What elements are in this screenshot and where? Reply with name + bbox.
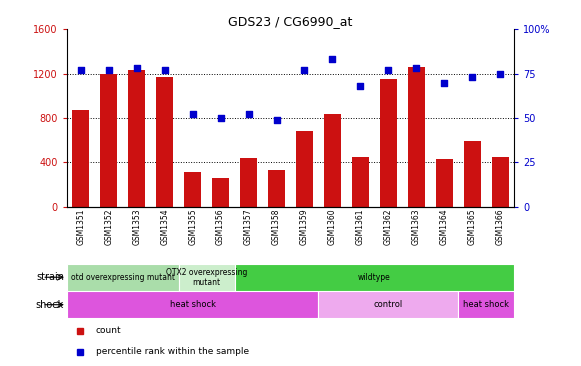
Bar — [436, 159, 453, 207]
Bar — [212, 178, 229, 207]
Point — [412, 66, 421, 71]
Bar — [324, 113, 341, 207]
Bar — [67, 291, 318, 318]
Point — [328, 56, 337, 62]
Point — [272, 117, 281, 123]
Bar — [179, 264, 235, 291]
Point — [216, 115, 225, 121]
Text: heat shock: heat shock — [463, 300, 509, 309]
Text: OTX2 overexpressing
mutant: OTX2 overexpressing mutant — [166, 268, 248, 287]
Text: heat shock: heat shock — [170, 300, 216, 309]
Point — [160, 67, 169, 73]
Bar — [318, 291, 458, 318]
Bar — [492, 157, 508, 207]
Bar — [184, 172, 201, 207]
Text: count: count — [96, 326, 121, 335]
Bar — [296, 131, 313, 207]
Text: shock: shock — [35, 300, 64, 310]
Text: GDS23 / CG6990_at: GDS23 / CG6990_at — [228, 15, 353, 28]
Bar — [352, 157, 369, 207]
Text: otd overexpressing mutant: otd overexpressing mutant — [71, 273, 175, 282]
Point — [132, 66, 141, 71]
Text: strain: strain — [36, 272, 64, 282]
Bar — [156, 77, 173, 207]
Point — [188, 112, 198, 117]
Point — [76, 67, 85, 73]
Bar — [464, 141, 480, 207]
Bar — [235, 264, 514, 291]
Bar — [268, 170, 285, 207]
Bar — [128, 70, 145, 207]
Text: wildtype: wildtype — [358, 273, 391, 282]
Bar — [73, 110, 89, 207]
Bar — [458, 291, 514, 318]
Point — [244, 112, 253, 117]
Point — [496, 71, 505, 76]
Point — [356, 83, 365, 89]
Bar — [67, 264, 179, 291]
Point — [440, 80, 449, 86]
Bar — [408, 67, 425, 207]
Point — [104, 67, 113, 73]
Text: control: control — [374, 300, 403, 309]
Point — [383, 67, 393, 73]
Point — [468, 74, 477, 80]
Bar — [240, 158, 257, 207]
Bar — [380, 79, 397, 207]
Point — [300, 67, 309, 73]
Bar — [101, 74, 117, 207]
Text: percentile rank within the sample: percentile rank within the sample — [96, 347, 249, 356]
